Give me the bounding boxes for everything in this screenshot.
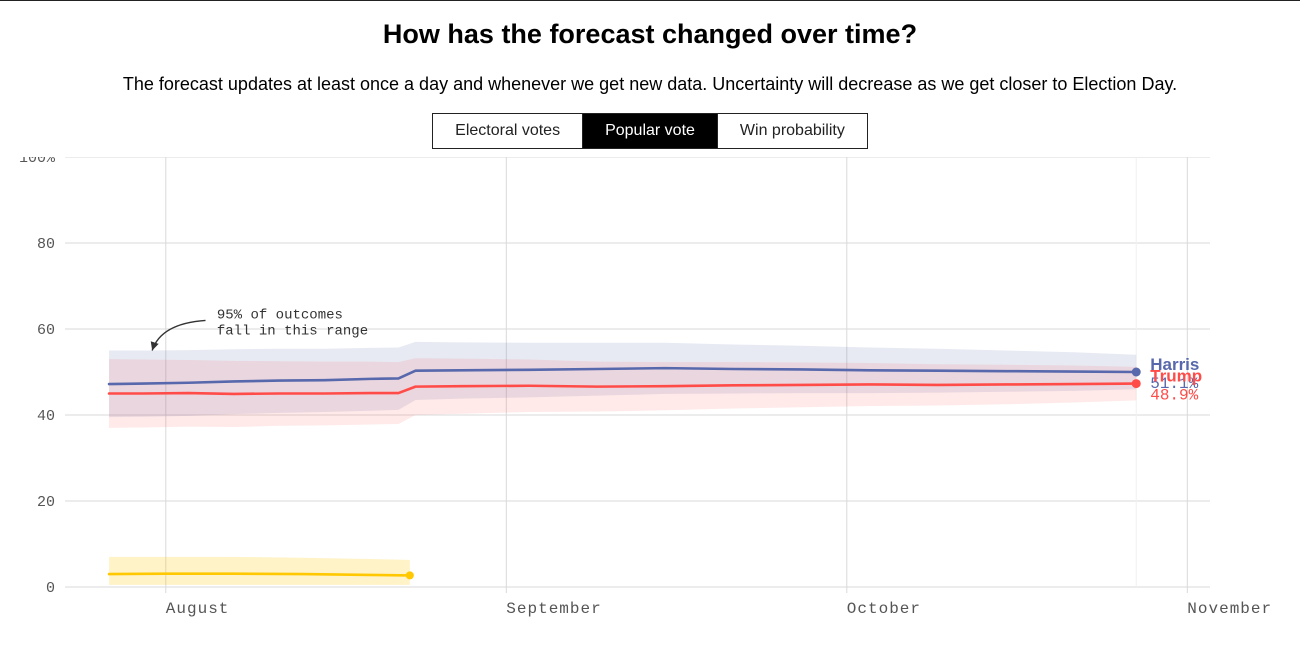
y-tick-label: 20	[37, 494, 55, 511]
x-tick-label: September	[506, 600, 601, 618]
y-tick-label: 60	[37, 322, 55, 339]
confidence-band-third	[109, 557, 410, 585]
page-title: How has the forecast changed over time?	[383, 19, 917, 50]
page-subtitle: The forecast updates at least once a day…	[123, 74, 1177, 95]
series-end-dot-trump	[1132, 379, 1141, 388]
series-end-dot-third	[406, 571, 414, 579]
y-tick-label: 80	[37, 236, 55, 253]
y-tick-label: 40	[37, 408, 55, 425]
annotation-text-line1: 95% of outcomes	[217, 307, 343, 323]
tab-electoral-votes[interactable]: Electoral votes	[433, 114, 582, 148]
series-end-label-value-trump: 48.9%	[1150, 387, 1198, 405]
x-tick-label: October	[847, 600, 921, 618]
annotation-arrow	[152, 320, 205, 350]
annotation-text-line2: fall in this range	[217, 323, 368, 339]
tab-win-probability[interactable]: Win probability	[717, 114, 867, 148]
metric-tabs: Electoral votes Popular vote Win probabi…	[432, 113, 868, 149]
x-tick-label: November	[1187, 600, 1272, 618]
y-tick-label: 100%	[19, 157, 56, 167]
series-end-dot-harris	[1132, 368, 1141, 377]
x-tick-label: August	[166, 600, 230, 618]
tab-popular-vote[interactable]: Popular vote	[582, 114, 717, 148]
forecast-chart: 0 20 40 60 80 100% August September October Novem…	[0, 157, 1300, 658]
series-end-label-name-trump: Trump	[1150, 367, 1202, 386]
y-tick-label: 0	[46, 580, 55, 597]
